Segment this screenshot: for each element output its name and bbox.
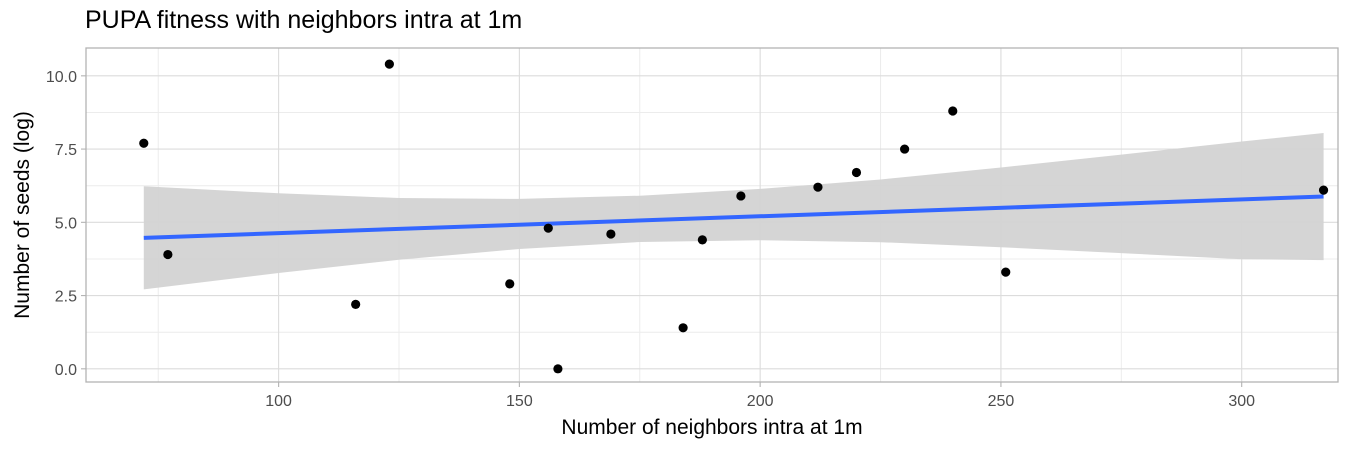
x-tick-label: 300 — [1228, 393, 1255, 410]
y-axis-title: Number of seeds (log) — [11, 111, 34, 319]
x-tick-label: 200 — [747, 393, 774, 410]
data-point — [678, 323, 688, 333]
y-tick-label: 2.5 — [55, 289, 77, 306]
confidence-band — [143, 133, 1324, 290]
x-tick-label: 100 — [265, 393, 292, 410]
x-axis-title: Number of neighbors intra at 1m — [561, 416, 862, 439]
data-point — [1001, 267, 1011, 277]
y-tick-label: 5.0 — [55, 215, 77, 232]
data-point — [1318, 185, 1329, 195]
data-point — [553, 364, 563, 374]
x-tick-label: 150 — [506, 393, 533, 410]
data-point — [948, 106, 958, 116]
data-point — [606, 229, 616, 239]
data-point — [351, 299, 361, 309]
data-point — [505, 279, 515, 289]
data-point — [139, 138, 149, 148]
panel-border — [85, 47, 1339, 383]
regression-line — [143, 194, 1324, 240]
data-point — [813, 182, 823, 192]
data-point — [900, 144, 910, 154]
chart-title: PUPA fitness with neighbors intra at 1m — [85, 6, 523, 34]
data-point — [543, 223, 553, 233]
data-point — [163, 249, 173, 260]
y-tick-label: 10.0 — [46, 69, 77, 86]
y-axis-ticks: 0.0 2.5 5.0 7.5 10.0 — [46, 69, 86, 379]
x-axis-ticks: 100 150 200 250 300 — [265, 382, 1255, 410]
data-point — [384, 59, 394, 69]
data-point — [697, 235, 707, 245]
data-points — [139, 59, 1329, 374]
data-point — [736, 191, 746, 201]
x-tick-label: 250 — [988, 393, 1015, 410]
y-tick-label: 0.0 — [55, 362, 77, 379]
y-tick-label: 7.5 — [55, 142, 77, 159]
data-point — [851, 167, 862, 178]
